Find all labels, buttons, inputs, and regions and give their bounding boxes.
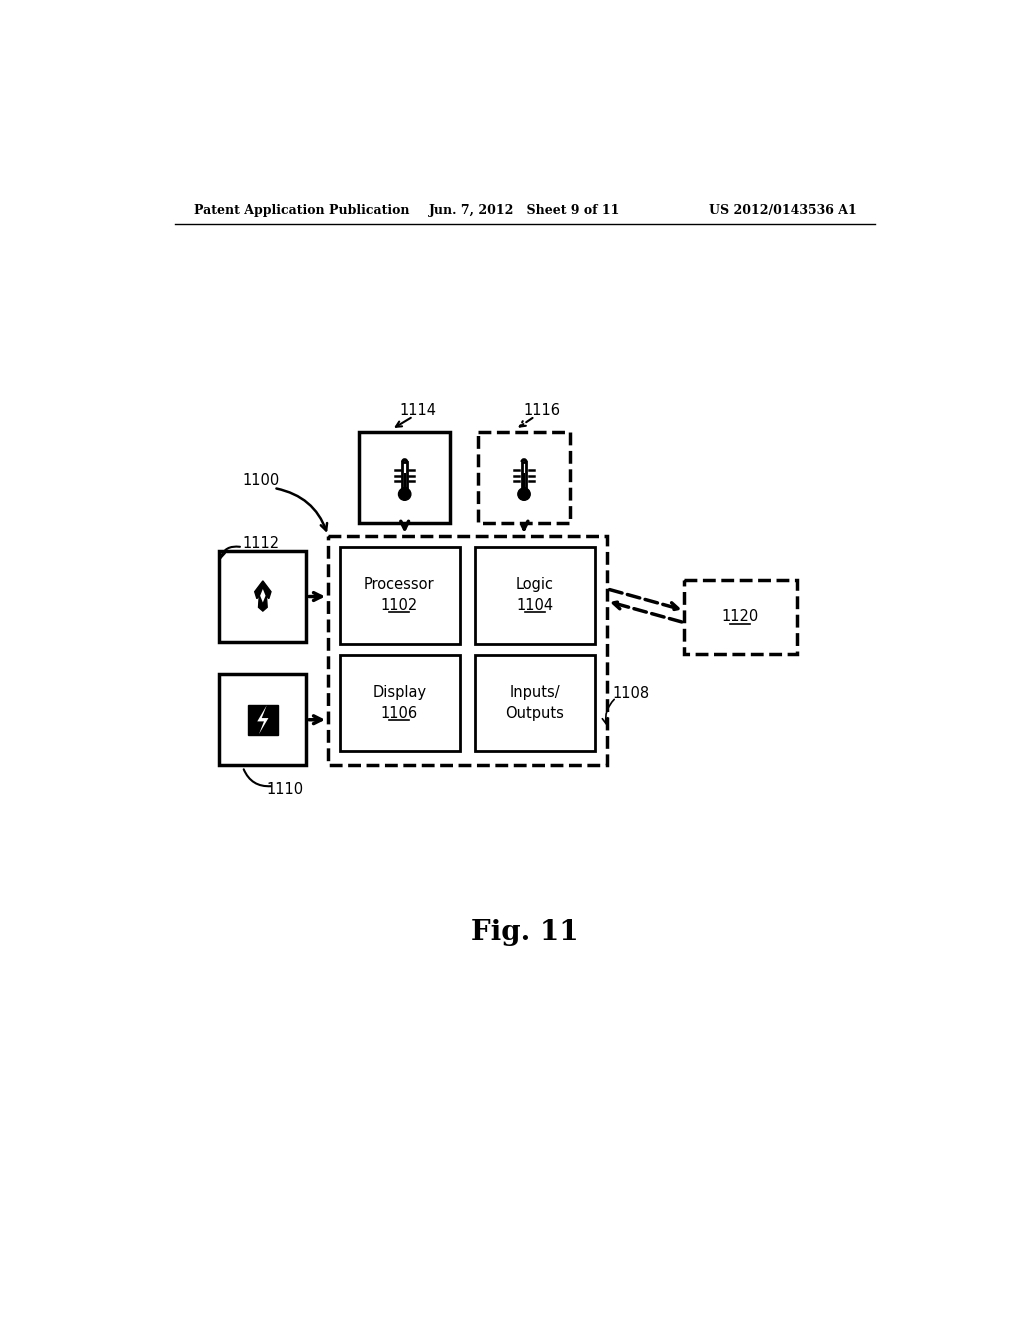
Bar [219, 552, 306, 642]
Text: Outputs: Outputs [506, 706, 564, 721]
Circle shape [518, 488, 530, 500]
Text: 1110: 1110 [266, 783, 303, 797]
Text: Jun. 7, 2012   Sheet 9 of 11: Jun. 7, 2012 Sheet 9 of 11 [429, 205, 621, 218]
Bar [403, 473, 406, 488]
Text: 1104: 1104 [516, 598, 553, 614]
Text: Patent Application Publication: Patent Application Publication [194, 205, 410, 218]
Bar [359, 432, 451, 523]
Text: 1108: 1108 [612, 686, 649, 701]
Bar [340, 655, 460, 751]
Bar [684, 581, 797, 653]
Text: Logic: Logic [516, 577, 554, 591]
Polygon shape [257, 705, 268, 734]
Text: Fig. 11: Fig. 11 [471, 919, 579, 945]
Text: 1112: 1112 [243, 536, 280, 550]
Bar [340, 548, 460, 644]
Bar [402, 462, 407, 488]
Text: US 2012/0143536 A1: US 2012/0143536 A1 [709, 205, 856, 218]
Bar [478, 432, 569, 523]
Bar [522, 462, 526, 488]
Bar [328, 536, 607, 766]
Text: 1114: 1114 [399, 404, 436, 418]
Bar [475, 548, 595, 644]
Bar [219, 675, 306, 766]
Bar [523, 473, 525, 488]
Polygon shape [260, 589, 265, 602]
Text: 1102: 1102 [381, 598, 418, 614]
Text: Inputs/: Inputs/ [510, 685, 560, 700]
Bar [475, 655, 595, 751]
Text: 1100: 1100 [243, 473, 280, 488]
Text: Processor: Processor [364, 577, 434, 591]
Text: 1116: 1116 [523, 404, 560, 418]
Text: Display: Display [372, 685, 426, 700]
Text: 1120: 1120 [722, 609, 759, 624]
Circle shape [398, 488, 411, 500]
Polygon shape [255, 581, 271, 611]
Text: 1106: 1106 [381, 706, 418, 721]
Bar [248, 705, 278, 735]
